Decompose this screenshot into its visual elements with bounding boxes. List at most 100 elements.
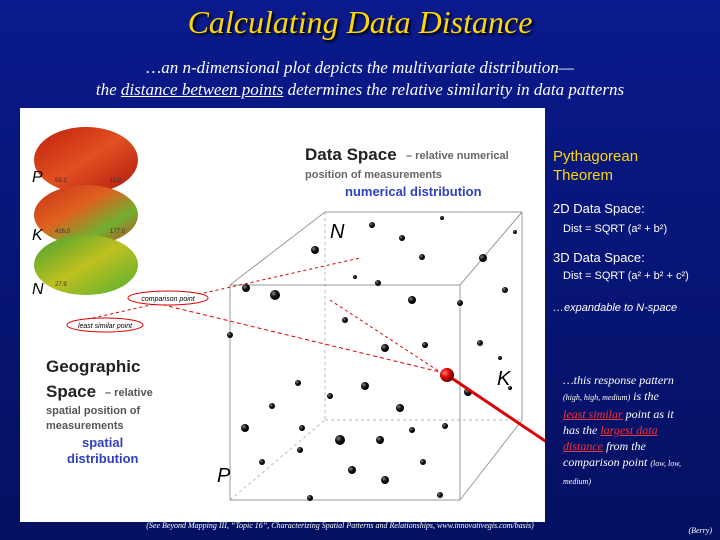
text: determines the relative similarity in da… xyxy=(283,80,625,99)
cube-edge xyxy=(459,419,523,501)
data-point xyxy=(437,492,443,498)
author: (Berry) xyxy=(688,526,712,535)
data-point xyxy=(342,317,348,323)
data-point xyxy=(307,495,313,501)
text: least similar xyxy=(563,407,623,421)
title: Calculating Data Distance xyxy=(187,4,533,40)
map-label: P xyxy=(32,169,43,186)
text: Theorem xyxy=(553,167,614,184)
text: is the xyxy=(630,389,659,403)
data-point xyxy=(498,356,502,360)
map-value: 416.0 xyxy=(55,229,71,235)
sidebar-note: …this response pattern (high, high, medi… xyxy=(563,372,683,490)
axis-label: P xyxy=(217,465,231,487)
text: (high, high, medium) xyxy=(563,393,631,402)
description: – relative xyxy=(105,387,153,399)
map-value: 27.9 xyxy=(55,282,67,288)
data-point xyxy=(409,427,415,433)
sidebar-text: 2D Data Space: xyxy=(553,201,645,216)
subtitle-line: …an n-dimensional plot depicts the multi… xyxy=(146,58,574,77)
map-value: 177.0 xyxy=(110,229,126,235)
map-value: 11.0 xyxy=(110,178,122,184)
callout-label: comparison point xyxy=(141,296,195,303)
data-point xyxy=(422,342,428,348)
sidebar-formula: Dist = SQRT (a² + b²) xyxy=(563,223,668,235)
data-point xyxy=(479,254,487,262)
text: the xyxy=(95,80,121,99)
callout xyxy=(66,317,144,333)
axis-label: N xyxy=(330,221,345,243)
distance-line xyxy=(329,299,441,373)
figure: 59.2 11.0 416.0 177.0 27.9 P K N xyxy=(32,127,567,501)
text: from the comparison point xyxy=(563,439,651,469)
data-point xyxy=(297,447,303,453)
data-point xyxy=(442,423,448,429)
data-point xyxy=(227,332,233,338)
text: point as it has the xyxy=(563,407,674,437)
text: (low, low, medium) xyxy=(563,459,681,486)
data-point xyxy=(353,275,357,279)
map-label: K xyxy=(32,227,44,244)
data-point xyxy=(440,216,444,220)
data-point xyxy=(361,382,369,390)
data-point xyxy=(259,459,265,465)
heading: Data Space xyxy=(305,145,397,164)
callout xyxy=(127,290,209,306)
data-point xyxy=(376,436,384,444)
cube-edge xyxy=(229,419,326,501)
cube-edge xyxy=(229,211,326,286)
cube-face xyxy=(229,284,461,501)
data-point xyxy=(327,393,333,399)
data-point xyxy=(335,435,345,445)
data-point xyxy=(381,476,389,484)
subtitle-line: the distance between points determines t… xyxy=(0,80,720,100)
data-point xyxy=(408,296,416,304)
data-point xyxy=(375,280,381,286)
text: …this response pattern xyxy=(563,373,674,387)
figure-panel: 59.2 11.0 416.0 177.0 27.9 P K N xyxy=(20,108,567,522)
data-point xyxy=(457,300,463,306)
subheading: spatial xyxy=(82,435,123,450)
distance-line xyxy=(74,257,361,323)
text: distance between points xyxy=(120,80,284,99)
data-point xyxy=(381,344,389,352)
least-similar-point xyxy=(440,368,454,382)
map-layer xyxy=(34,235,138,295)
cube-edge xyxy=(459,211,523,286)
axis-label: K xyxy=(497,368,512,390)
text: largest data distance xyxy=(563,423,658,453)
data-point xyxy=(513,230,517,234)
data-point xyxy=(369,222,375,228)
data-point xyxy=(270,290,280,300)
data-point xyxy=(420,459,426,465)
data-point xyxy=(477,340,483,346)
data-point xyxy=(295,380,301,386)
data-point xyxy=(269,403,275,409)
subheading: numerical distribution xyxy=(345,184,482,199)
data-point xyxy=(399,235,405,241)
map-value: 59.2 xyxy=(55,178,67,184)
data-point xyxy=(241,424,249,432)
subheading: distribution xyxy=(67,451,139,466)
data-point xyxy=(242,284,250,292)
description: position of measurements xyxy=(305,169,442,181)
heading: Space xyxy=(46,382,96,401)
map-layer xyxy=(34,127,138,193)
data-point xyxy=(508,386,512,390)
sidebar-heading: Pythagorean Theorem xyxy=(553,147,638,185)
distance-line xyxy=(134,297,441,373)
description: – relative numerical xyxy=(406,150,509,162)
data-point xyxy=(311,246,319,254)
map-layer xyxy=(34,185,138,245)
text: Pythagorean xyxy=(553,148,639,165)
citation: (See Beyond Mapping III, “Topic 16”, Cha… xyxy=(146,521,534,530)
data-point xyxy=(396,404,404,412)
sidebar-text: 3D Data Space: xyxy=(553,250,645,265)
data-point xyxy=(502,287,508,293)
data-point xyxy=(299,425,305,431)
map-label: N xyxy=(32,281,44,298)
description: measurements xyxy=(46,420,124,432)
data-point xyxy=(419,254,425,260)
heading: Geographic xyxy=(46,357,140,376)
